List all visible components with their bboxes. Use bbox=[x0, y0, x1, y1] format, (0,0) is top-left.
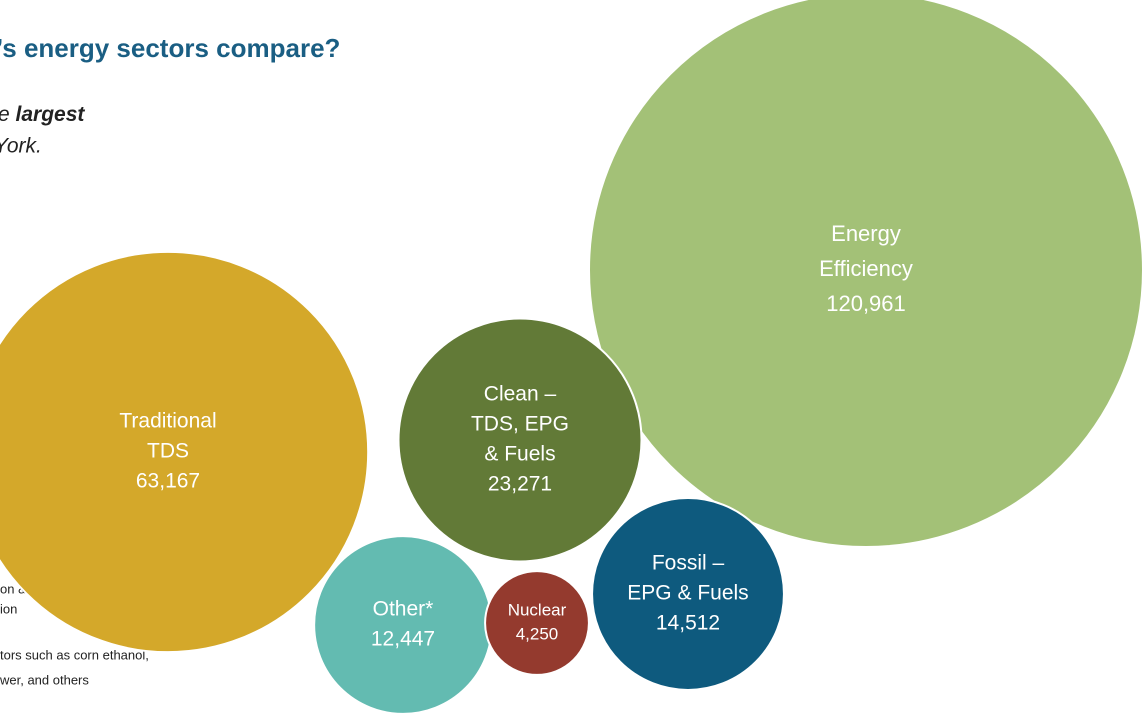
bubble-label: & Fuels bbox=[484, 443, 555, 466]
bubble bbox=[484, 570, 590, 676]
value-label: 120,961 bbox=[826, 291, 906, 316]
subtitle-emphasis: largest bbox=[16, 103, 86, 126]
footnote: ion bbox=[0, 601, 17, 616]
bubble bbox=[588, 0, 1144, 548]
subtitle: York. bbox=[0, 135, 42, 158]
bubble-label: TDS, EPG bbox=[471, 413, 569, 436]
bubble-label: TDS bbox=[147, 440, 189, 463]
bubble-label: Efficiency bbox=[819, 256, 913, 281]
bubble-label: EPG & Fuels bbox=[627, 582, 748, 605]
bubble bbox=[0, 250, 370, 654]
bubble-label: Other* bbox=[373, 598, 434, 621]
value-label: 14,512 bbox=[656, 612, 720, 635]
bubble bbox=[397, 317, 643, 563]
subtitle: e largest bbox=[0, 103, 85, 126]
bubble bbox=[591, 497, 785, 691]
subtitle-text: e bbox=[0, 103, 10, 126]
value-label: 63,167 bbox=[136, 470, 200, 493]
chart-title: ’s energy sectors compare? bbox=[0, 33, 340, 63]
bubble-label: Nuclear bbox=[508, 600, 567, 619]
footnote: tors such as corn ethanol, bbox=[0, 647, 149, 662]
value-label: 23,271 bbox=[488, 473, 552, 496]
bubble-label: Energy bbox=[831, 221, 901, 246]
bubble-label: Fossil – bbox=[652, 552, 725, 575]
value-label: 4,250 bbox=[516, 624, 559, 643]
footnote: wer, and others bbox=[0, 672, 89, 687]
bubble bbox=[313, 535, 493, 714]
bubble-label: Traditional bbox=[119, 410, 216, 433]
bubble-label: Clean – bbox=[484, 383, 557, 406]
value-label: 12,447 bbox=[371, 628, 435, 651]
